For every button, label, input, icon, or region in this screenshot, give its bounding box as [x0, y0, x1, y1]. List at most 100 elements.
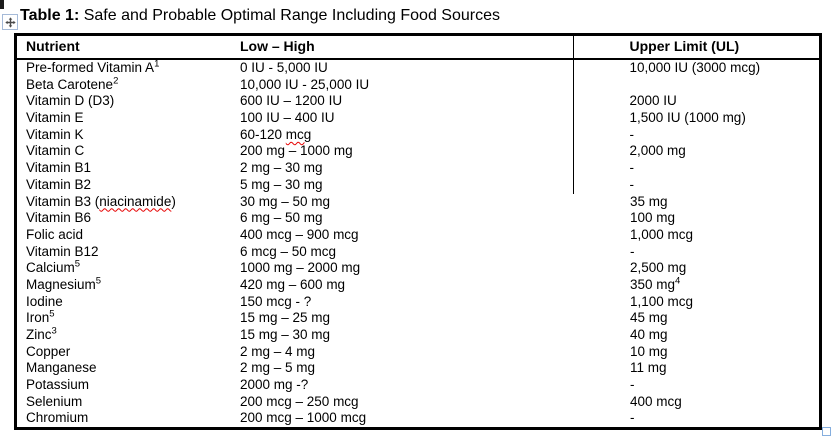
- upper-limit-cell: 2,000 mg: [573, 143, 819, 161]
- range-cell: 60-120 mcg: [240, 126, 312, 142]
- upper-limit-cell: 45 mg: [630, 310, 668, 326]
- table-row: Vitamin B2 5 mg – 30 mg -: [17, 176, 819, 194]
- range-cell: 6 mg – 50 mg: [240, 210, 323, 226]
- range-cell: 6 mcg – 50 mcg: [240, 243, 337, 259]
- table-row: Vitamin D (D3) 600 IU – 1200 IU 2000 IU: [17, 93, 819, 111]
- table-row: Iodine 150 mcg - ? 1,100 mcg: [17, 294, 819, 311]
- table-resize-handle[interactable]: [822, 427, 831, 436]
- footnote-marker: 1: [154, 58, 160, 70]
- upper-limit-cell: 1,100 mcg: [630, 293, 694, 309]
- table-row: Magnesium5 420 mg – 600 mg 350 mg4: [17, 275, 819, 294]
- table-move-handle[interactable]: [2, 14, 18, 30]
- footnote-marker: 5: [49, 308, 55, 320]
- upper-limit-cell: 11 mg: [630, 360, 667, 376]
- footnote-marker: 2: [113, 75, 119, 87]
- upper-limit-cell: 1,000 mcg: [630, 226, 694, 242]
- nutrient-cell: Pre-formed Vitamin A1: [26, 58, 160, 75]
- upper-limit-cell: 40 mg: [630, 327, 668, 342]
- range-cell: 0 IU - 5,000 IU: [240, 60, 328, 75]
- column-header-low-high: Low – High: [240, 38, 315, 54]
- table-row: Calcium5 1000 mg – 2000 mg 2,500 mg: [17, 260, 819, 277]
- range-cell: 30 mg – 50 mg: [240, 193, 331, 209]
- range-cell: 200 mg – 1000 mg: [240, 143, 353, 159]
- range-cell: 150 mcg - ?: [240, 293, 312, 309]
- nutrient-cell: Vitamin B2: [26, 176, 92, 192]
- upper-limit-cell: 400 mcg: [630, 393, 682, 409]
- nutrient-cell: Folic acid: [26, 226, 84, 242]
- range-cell: 2 mg – 4 mg: [240, 343, 316, 359]
- upper-limit-cell: -: [573, 160, 819, 177]
- nutrient-cell: Vitamin B3 (niacinamide): [26, 193, 176, 209]
- nutrient-cell: Calcium5: [26, 258, 81, 276]
- range-cell: 15 mg – 25 mg: [240, 310, 331, 326]
- crop-artifact: [0, 0, 4, 9]
- range-cell: 10,000 IU - 25,000 IU: [240, 76, 370, 92]
- nutrient-table: Nutrient Low – High Upper Limit (UL) Pre…: [14, 33, 822, 430]
- nutrient-cell: Vitamin E: [26, 110, 84, 126]
- upper-limit-cell: 1,500 IU (1000 mg): [573, 110, 819, 127]
- nutrient-cell: Magnesium5: [26, 275, 102, 292]
- table-row: Beta Carotene2 10,000 IU - 25,000 IU: [17, 75, 819, 94]
- upper-limit-cell: [573, 76, 819, 94]
- range-cell: 2 mg – 30 mg: [240, 160, 323, 176]
- table-row: Copper 2 mg – 4 mg 10 mg: [17, 344, 819, 361]
- nutrient-cell: Iron5: [26, 308, 55, 326]
- table-row: Vitamin K 60-120 mcg -: [17, 126, 819, 144]
- upper-limit-cell: -: [630, 410, 635, 426]
- table-body: Pre-formed Vitamin A1 0 IU - 5,000 IU 10,0…: [17, 58, 819, 427]
- upper-limit-cell: 2000 IU: [573, 93, 819, 111]
- footnote-marker: 5: [95, 275, 102, 287]
- upper-limit-cell: 100 mg: [630, 210, 676, 226]
- upper-limit-cell: -: [630, 243, 635, 259]
- table-row: Chromium 200 mcg – 1000 mcg -: [17, 410, 819, 427]
- range-cell: 200 mcg – 250 mcg: [240, 393, 359, 409]
- table-caption-text: Safe and Probable Optimal Range Includin…: [79, 7, 500, 24]
- upper-limit-cell: 350 mg4: [630, 275, 681, 292]
- table-row: Manganese 2 mg – 5 mg 11 mg: [17, 360, 819, 377]
- upper-limit-cell: 10,000 IU (3000 mcg): [573, 60, 819, 77]
- range-cell: 600 IU – 1200 IU: [240, 93, 343, 109]
- table-row: Vitamin E 100 IU – 400 IU 1,500 IU (1000 m…: [17, 110, 819, 127]
- table-row: Selenium 200 mcg – 250 mcg 400 mcg: [17, 394, 819, 411]
- footnote-marker: 4: [675, 275, 681, 287]
- column-header-nutrient: Nutrient: [26, 38, 80, 54]
- footnote-marker: 3: [51, 325, 57, 337]
- footnote-marker: 5: [74, 258, 81, 270]
- nutrient-cell: Chromium: [26, 410, 89, 426]
- upper-limit-cell: -: [630, 377, 635, 393]
- nutrient-cell: Vitamin B12: [26, 243, 99, 259]
- range-cell: 15 mg – 30 mg: [240, 327, 331, 342]
- nutrient-cell: Vitamin C: [26, 143, 85, 159]
- table-row: Pre-formed Vitamin A1 0 IU - 5,000 IU 10,0…: [17, 58, 819, 77]
- range-cell: 100 IU – 400 IU: [240, 110, 335, 126]
- nutrient-cell: Beta Carotene2: [26, 75, 119, 92]
- upper-limit-cell: -: [573, 176, 819, 194]
- table-row: Vitamin B12 6 mcg – 50 mcg -: [17, 244, 819, 261]
- upper-limit-cell: 2,500 mg: [630, 260, 687, 276]
- move-icon: [4, 16, 16, 28]
- range-cell: 5 mg – 30 mg: [240, 176, 323, 192]
- nutrient-cell: Vitamin B6: [26, 210, 92, 226]
- table-row: Zinc3 15 mg – 30 mg 40 mg: [17, 325, 819, 344]
- range-cell: 200 mcg – 1000 mcg: [240, 410, 367, 426]
- nutrient-cell: Copper: [26, 343, 71, 359]
- nutrient-cell: Vitamin D (D3): [26, 93, 115, 109]
- nutrient-cell: Vitamin B1: [26, 160, 92, 176]
- table-row: Vitamin B6 6 mg – 50 mg 100 mg: [17, 210, 819, 227]
- range-cell: 1000 mg – 2000 mg: [240, 260, 361, 276]
- table-row: Folic acid 400 mcg – 900 mcg 1,000 mcg: [17, 227, 819, 244]
- table-row: Vitamin C 200 mg – 1000 mg 2,000 mg: [17, 143, 819, 161]
- upper-limit-cell: 10 mg: [630, 343, 668, 359]
- column-header-upper-limit: Upper Limit (UL): [573, 36, 819, 58]
- table-row: Vitamin B3 (niacinamide) 30 mg – 50 mg 35 …: [17, 194, 819, 211]
- nutrient-cell: Selenium: [26, 393, 83, 409]
- nutrient-cell: Potassium: [26, 377, 90, 393]
- table-header-row: Nutrient Low – High Upper Limit (UL): [17, 36, 819, 60]
- nutrient-cell: Zinc3: [26, 325, 57, 342]
- range-cell: 2000 mg -?: [240, 377, 309, 393]
- table-row: Iron5 15 mg – 25 mg 45 mg: [17, 310, 819, 327]
- upper-limit-cell: -: [573, 126, 819, 144]
- misspelled-word: niacinamide: [99, 193, 172, 209]
- misspelled-word: mcg: [285, 126, 312, 142]
- nutrient-cell: Manganese: [26, 360, 97, 376]
